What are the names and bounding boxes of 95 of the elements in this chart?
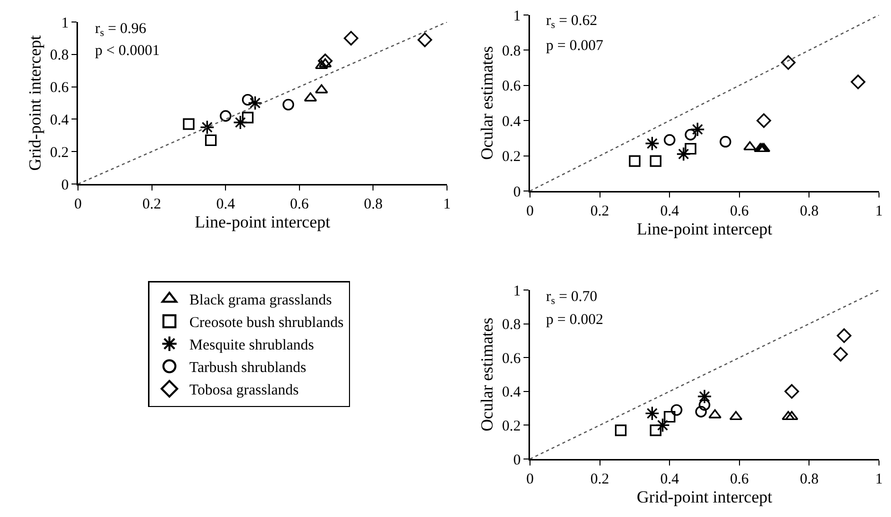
point (418, 32, 432, 48)
point (785, 410, 798, 420)
legend-label: Creosote bush shrublands (189, 315, 344, 332)
y-tick-label: 0.6 (50, 80, 70, 96)
legend-label: Tarbush shrublands (189, 360, 306, 376)
point (664, 410, 676, 423)
y-tick-label: 0.4 (502, 384, 522, 401)
point (205, 134, 217, 146)
point (200, 120, 215, 135)
x-tick-label: 1 (875, 471, 883, 488)
x-tick-label: 0 (526, 203, 534, 220)
point (248, 96, 263, 110)
point (720, 136, 732, 148)
x-tick-label: 0.2 (590, 471, 610, 488)
y-tick-label: 0.2 (502, 149, 521, 166)
point (318, 58, 332, 68)
point (655, 418, 670, 433)
x-tick-label: 0 (526, 471, 534, 488)
point (729, 410, 742, 420)
point (695, 406, 707, 418)
annotation: r$_{s}$ = 0.70 (546, 289, 598, 308)
y-tick-label: 0 (61, 177, 69, 194)
x-tick-label: 0.4 (660, 471, 680, 488)
y-tick-label: 0 (513, 452, 521, 468)
point (676, 146, 691, 162)
x-tick-label: 0.6 (730, 471, 750, 488)
point (833, 346, 848, 362)
y-tick-label: 0.8 (50, 48, 69, 64)
point (836, 328, 852, 343)
annotation: p < 0.0001 (95, 43, 160, 59)
point (782, 410, 795, 420)
point (684, 142, 696, 155)
point (784, 384, 800, 399)
y-tick-label: 0 (513, 184, 521, 200)
annotation: r$_{s}$ = 0.96 (95, 21, 147, 40)
point (242, 94, 254, 106)
y-tick-label: 1 (513, 8, 521, 24)
x-tick-label: 1 (443, 196, 451, 212)
point (344, 30, 358, 46)
x-tick-label: 0.8 (800, 203, 819, 220)
y-tick-label: 0.4 (502, 114, 522, 130)
point (743, 141, 756, 150)
point (282, 98, 294, 110)
point (644, 136, 660, 151)
point (314, 60, 328, 70)
x-tick-label: 0.6 (730, 203, 750, 220)
y-axis-title: Grid-point intercept (26, 34, 45, 171)
y-tick-label: 0.2 (502, 418, 521, 434)
point (698, 399, 710, 411)
y-tick-label: 0.6 (502, 78, 522, 95)
annotation: p = 0.002 (546, 312, 604, 328)
point (756, 113, 772, 128)
point (690, 122, 705, 137)
legend-label: Mesquite shrublands (189, 338, 314, 354)
x-axis-title: Line-point intercept (636, 220, 773, 239)
legend-label: Black grama grasslands (189, 292, 332, 309)
x-tick-label: 1 (875, 203, 883, 220)
x-tick-label: 0.4 (216, 196, 236, 212)
point (650, 424, 662, 436)
x-axis-title: Line-point intercept (194, 212, 331, 232)
x-tick-label: 0.8 (800, 471, 819, 488)
point (684, 128, 696, 140)
x-axis-title: Grid-point intercept (636, 488, 773, 507)
point (650, 155, 662, 167)
y-tick-label: 0.4 (50, 112, 70, 128)
y-tick-label: 0.8 (502, 317, 521, 334)
y-tick-label: 1 (513, 283, 521, 300)
point (850, 74, 866, 90)
x-tick-label: 0.2 (590, 203, 610, 220)
annotation: p = 0.007 (546, 38, 604, 54)
x-tick-label: 0.4 (660, 203, 680, 220)
point (628, 155, 640, 167)
point (242, 112, 254, 124)
point (664, 134, 676, 146)
point (220, 110, 232, 122)
point (780, 55, 796, 70)
y-axis-title: Ocular estimates (478, 318, 497, 432)
point (644, 406, 660, 421)
x-tick-label: 0.6 (290, 196, 310, 212)
point (697, 389, 712, 404)
x-tick-label: 0.2 (142, 196, 162, 212)
x-tick-label: 0.8 (364, 196, 383, 212)
x-tick-label: 0 (74, 196, 82, 212)
y-tick-label: 0.8 (502, 43, 521, 60)
y-axis-title: Ocular estimates (478, 46, 497, 160)
y-tick-label: 1 (61, 15, 69, 32)
point (232, 115, 248, 130)
point (614, 424, 627, 436)
legend-label: Tobosa grasslands (189, 382, 299, 399)
point (670, 404, 682, 416)
y-tick-label: 0.2 (50, 144, 69, 161)
point (318, 54, 333, 68)
annotation: r$_{s}$ = 0.62 (546, 13, 598, 32)
point (182, 118, 194, 130)
y-tick-label: 0.6 (502, 350, 522, 367)
